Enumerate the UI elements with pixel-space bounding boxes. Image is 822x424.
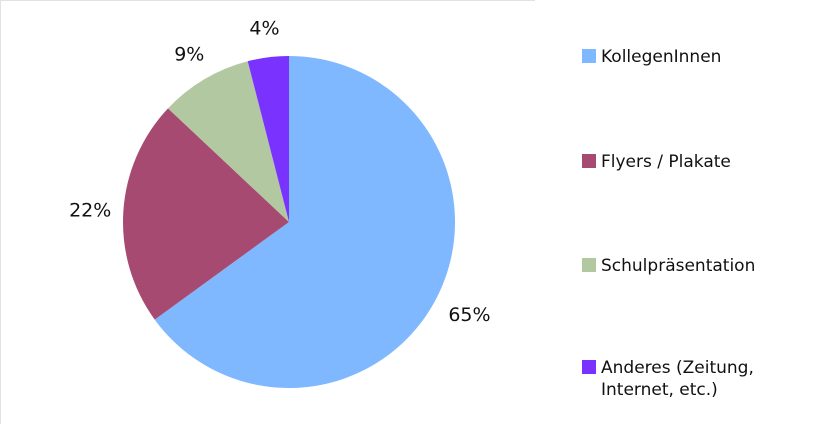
pie-slices	[122, 56, 455, 388]
pie-chart: 65% 22% 9% 4%	[69, 18, 491, 388]
legend-item-kollegeninnen: KollegenInnen	[582, 46, 721, 68]
pie-value-label-anderes-zeitung: 4%	[249, 18, 279, 40]
pie-slice-anderes-zeitung	[247, 56, 289, 222]
legend-swatch-flyers-plakate	[582, 154, 596, 168]
pie-value-label-flyers-plakate: 22%	[69, 199, 111, 221]
pie-slice-schulpr-sentation	[167, 61, 289, 222]
chart-legend: KollegenInnen Flyers / Plakate Schulpräs…	[582, 0, 812, 424]
legend-swatch-schulpraesentation	[582, 258, 596, 272]
pie-value-labels: 65% 22% 9% 4%	[69, 18, 490, 326]
legend-label-anderes: Anderes (Zeitung, Internet, etc.)	[601, 358, 754, 400]
legend-label-kollegeninnen: KollegenInnen	[601, 47, 722, 67]
pie-slice-kollegeninnen	[154, 56, 455, 388]
legend-item-anderes: Anderes (Zeitung, Internet, etc.)	[582, 357, 754, 401]
pie-slice-flyers-plakate	[122, 108, 289, 320]
pie-value-label-schulpr-sentation: 9%	[174, 43, 204, 65]
legend-swatch-anderes	[582, 360, 596, 374]
frame-left-border	[0, 0, 1, 424]
legend-label-flyers-plakate: Flyers / Plakate	[601, 152, 731, 172]
legend-item-flyers-plakate: Flyers / Plakate	[582, 151, 731, 173]
legend-item-schulpraesentation: Schulpräsentation	[582, 255, 755, 277]
frame-top-border	[0, 0, 535, 1]
pie-value-label-kollegeninnen: 65%	[448, 304, 490, 326]
legend-swatch-kollegeninnen	[582, 49, 596, 63]
legend-label-schulpraesentation: Schulpräsentation	[601, 256, 756, 276]
